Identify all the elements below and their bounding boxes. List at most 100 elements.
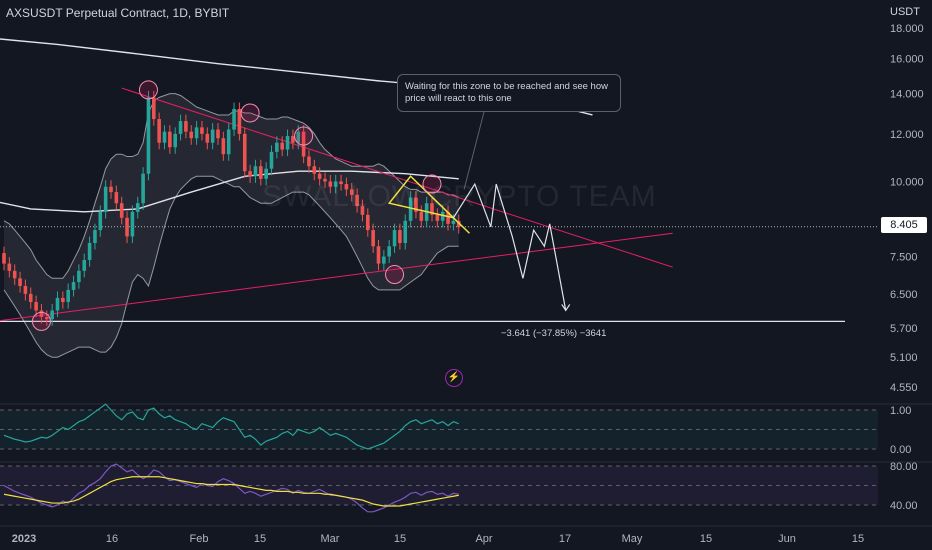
candle-body <box>264 168 268 179</box>
candle-body <box>435 214 440 221</box>
price-axis-tick: 7.500 <box>890 252 918 264</box>
time-axis-tick: Jun <box>778 533 796 545</box>
price-axis-tick: 5.700 <box>890 323 918 335</box>
candle-body <box>366 214 370 231</box>
trendline <box>0 232 673 322</box>
candle-body <box>387 246 391 257</box>
candle-body <box>371 230 375 247</box>
candle-body <box>253 166 258 177</box>
time-axis[interactable]: 2023 16 Feb 15 Mar 15 Apr 17 May 15 Jun 15 <box>12 533 864 545</box>
candle-body <box>152 97 156 120</box>
time-axis-tick: 17 <box>559 533 571 545</box>
candle-body <box>216 129 220 139</box>
candle-body <box>18 278 22 286</box>
time-axis-tick: 16 <box>106 533 118 545</box>
candle-body <box>259 166 263 179</box>
candle-body <box>168 131 172 148</box>
highlight-circle <box>385 265 405 285</box>
chart-title: AXSUSDT Perpetual Contract, 1D, BYBIT <box>6 6 230 20</box>
candle-body <box>307 156 311 167</box>
bollinger-lower-line <box>3 175 459 358</box>
price-axis-tick: 10.000 <box>890 176 924 188</box>
candle-body <box>189 131 194 139</box>
candle-body <box>77 270 81 283</box>
time-axis-tick: 15 <box>852 533 864 545</box>
candle-body <box>280 142 284 150</box>
candle-body <box>45 316 49 320</box>
price-axis-tick: 6.500 <box>890 289 918 301</box>
candle-body <box>55 297 60 311</box>
candle-body <box>39 310 44 317</box>
candle-body <box>414 197 418 212</box>
callout-pointer <box>463 107 506 190</box>
candle-body <box>50 310 54 320</box>
highlight-circle <box>294 126 314 146</box>
main-pane[interactable] <box>0 37 878 358</box>
highlight-circle <box>422 174 442 194</box>
candle-body <box>317 173 322 179</box>
candle-body <box>98 211 103 231</box>
bollinger-band-fill <box>4 93 459 358</box>
lightning-icon[interactable]: ⚡ <box>445 369 463 387</box>
price-axis-tick: 16.000 <box>890 54 924 66</box>
candle-body <box>2 253 6 264</box>
last-price-tag: 8.405 <box>881 217 927 233</box>
candle-body <box>200 127 204 134</box>
annotation-callout[interactable]: Waiting for this zone to be reached and … <box>397 74 621 112</box>
candle-body <box>275 142 279 152</box>
trendline <box>121 87 673 268</box>
candle-body <box>376 246 381 264</box>
candle-body <box>451 220 456 224</box>
oscillator-line <box>3 463 459 513</box>
candle-body <box>221 138 226 155</box>
time-axis-tick: 2023 <box>12 533 36 545</box>
bollinger-upper-line <box>3 93 459 279</box>
price-axis[interactable]: 18.000 16.000 14.000 12.000 10.000 7.500 6.500… <box>890 23 924 512</box>
candle-body <box>446 211 450 224</box>
oscillator-pane-1[interactable] <box>0 403 878 450</box>
candle-body <box>242 133 247 172</box>
candle-body <box>93 230 97 243</box>
candle-body <box>173 133 177 148</box>
candle-body <box>23 285 28 294</box>
candle-body <box>71 282 76 290</box>
candle-body <box>130 211 135 237</box>
time-axis-tick: Mar <box>321 533 340 545</box>
candle-body <box>125 217 129 237</box>
candle-body <box>403 220 408 243</box>
moving-average-line <box>0 170 459 213</box>
candle-body <box>291 136 295 143</box>
candle-body <box>119 203 124 218</box>
candle-body <box>12 270 17 279</box>
candle-body <box>398 230 402 243</box>
candle-body <box>312 166 317 174</box>
candle-body <box>232 108 236 130</box>
candle-body <box>392 230 397 247</box>
time-axis-tick: Apr <box>475 533 492 545</box>
candle-body <box>61 297 65 303</box>
candle-body <box>82 260 87 271</box>
oscillator-pane-2[interactable] <box>0 463 878 513</box>
candle-body <box>382 256 386 264</box>
price-axis-tick: 5.100 <box>890 352 918 364</box>
candle-body <box>296 131 301 143</box>
highlight-circle <box>138 80 158 100</box>
candle-body <box>114 192 119 204</box>
candle-body <box>355 194 359 207</box>
candle-body <box>66 289 70 303</box>
candle-body <box>333 181 338 187</box>
candle-body <box>109 186 113 193</box>
price-axis-tick: 18.000 <box>890 23 924 35</box>
candle-body <box>301 131 306 157</box>
candle-body <box>34 302 38 311</box>
time-axis-tick: Feb <box>190 533 209 545</box>
candle-body <box>269 151 274 169</box>
price-axis-tick: 4.550 <box>890 382 918 394</box>
oscillator-axis-tick: 40.00 <box>890 500 918 512</box>
candle-body <box>162 131 167 143</box>
candle-body <box>28 293 33 303</box>
highlight-circle <box>31 311 51 331</box>
pattern-drawing <box>387 175 470 234</box>
candle-body <box>285 136 290 150</box>
